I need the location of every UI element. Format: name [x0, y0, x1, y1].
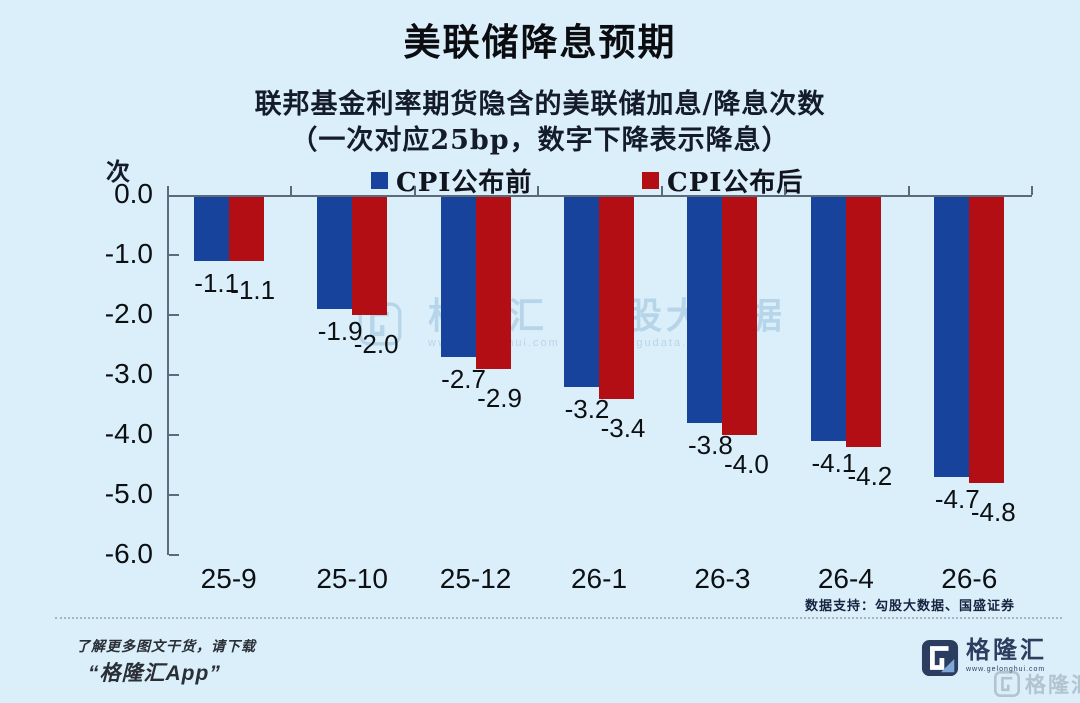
- bar-value-label-before-cpi: -4.7: [934, 484, 980, 514]
- x-axis-category-label: 26-1: [570, 563, 628, 594]
- bar-before-cpi: [934, 197, 970, 477]
- legend-item-before-cpi: CPI公布前: [371, 162, 532, 199]
- gelonghui-footer-logo: 格隆汇 www.gelonghui.com: [921, 639, 1047, 677]
- x-axis-tick: [660, 186, 663, 195]
- bar-value-label-before-cpi: -2.7: [441, 364, 486, 394]
- y-axis-tick-label: -2.0: [104, 298, 153, 329]
- corner-watermark-text: 格隆汇: [1025, 674, 1080, 697]
- bar-value-label-before-cpi: -3.8: [688, 430, 733, 460]
- corner-watermark: 格隆汇: [994, 669, 1080, 699]
- bar-after-cpi: [722, 197, 758, 435]
- bar-before-cpi: [564, 197, 599, 387]
- y-axis-tick-label: 0.0: [114, 178, 153, 209]
- legend-swatch-red: [642, 172, 659, 189]
- y-axis-tick: [169, 374, 179, 376]
- bar-after-cpi: [228, 197, 264, 261]
- gelonghui-logo-icon: [921, 639, 959, 677]
- bar-value-label-after-cpi: -4.8: [970, 497, 1016, 527]
- y-axis-tick: [169, 314, 179, 316]
- bar-after-cpi: [599, 197, 634, 399]
- bar-after-cpi: [475, 197, 511, 369]
- bar-after-cpi: [352, 197, 388, 315]
- legend-item-after-cpi: CPI公布后: [642, 162, 803, 199]
- footer-logo-name: 格隆汇: [966, 637, 1047, 664]
- corner-watermark-logo-icon: [994, 671, 1020, 697]
- x-axis-tick: [1031, 186, 1033, 195]
- bar-value-label-after-cpi: -3.4: [600, 413, 646, 443]
- dotted-separator: [55, 617, 1062, 619]
- y-axis-tick-label: -4.0: [104, 418, 153, 449]
- x-axis-category-label: 26-3: [694, 563, 751, 594]
- bar-after-cpi: [969, 197, 1005, 483]
- x-axis-category-label: 25-9: [200, 563, 257, 594]
- x-axis-category-label: 26-4: [817, 563, 874, 594]
- bar-before-cpi: [317, 197, 353, 309]
- y-axis-tick: [169, 554, 179, 556]
- y-axis-tick-label: -3.0: [104, 358, 153, 389]
- bar-before-cpi: [193, 197, 229, 261]
- bar-after-cpi: [845, 197, 881, 447]
- bar-before-cpi: [810, 197, 846, 441]
- y-axis-tick: [169, 494, 179, 496]
- bar-value-label-after-cpi: -4.2: [847, 461, 893, 491]
- bar-value-label-before-cpi: -1.1: [194, 268, 240, 298]
- x-axis-tick: [784, 186, 787, 195]
- y-axis-tick-label: -1.0: [104, 238, 153, 269]
- watermark-data-url: www.gogudata.com: [585, 337, 714, 349]
- bar-value-label-after-cpi: -1.1: [230, 275, 276, 305]
- x-axis-tick: [290, 186, 293, 195]
- y-axis-tick-label: -5.0: [104, 478, 153, 509]
- legend-label-before-cpi: CPI公布前: [396, 168, 533, 198]
- data-source-note: 数据支持：勾股大数据、国盛证券: [804, 598, 1015, 613]
- x-axis-zero-line: [167, 195, 1032, 197]
- promo-text-line1: 了解更多图文干货，请下载: [76, 638, 256, 654]
- promo-text-line2: “格隆汇App”: [88, 662, 221, 685]
- footer-logo-url: www.gelonghui.com: [966, 666, 1046, 673]
- x-axis-tick: [413, 186, 416, 195]
- bar-value-label-after-cpi: -2.9: [477, 383, 522, 413]
- y-axis-tick: [169, 254, 179, 256]
- bar-value-label-before-cpi: -4.1: [811, 448, 857, 478]
- bar-before-cpi: [440, 197, 476, 357]
- x-axis-category-label: 25-12: [439, 563, 512, 594]
- y-axis-tick-label: -6.0: [104, 538, 153, 569]
- bar-value-label-before-cpi: -3.2: [564, 394, 610, 424]
- bar-value-label-after-cpi: -2.0: [353, 329, 399, 359]
- x-axis-tick: [167, 186, 169, 195]
- x-axis-category-label: 25-10: [316, 563, 388, 594]
- y-axis-tick: [169, 434, 179, 436]
- legend-label-after-cpi: CPI公布后: [667, 168, 804, 198]
- chart-subtitle-line1: 联邦基金利率期货隐含的美联储加息/降息次数: [254, 89, 826, 120]
- page-title: 美联储降息预期: [403, 22, 677, 63]
- x-axis-tick: [907, 186, 910, 195]
- legend-swatch-blue: [371, 172, 388, 189]
- bar-value-label-before-cpi: -1.9: [317, 316, 363, 346]
- bar-value-label-after-cpi: -4.0: [724, 449, 769, 479]
- x-axis-category-label: 26-6: [941, 563, 998, 594]
- x-axis-tick: [537, 186, 540, 195]
- bar-before-cpi: [687, 197, 723, 423]
- y-axis-unit-label: 次: [106, 157, 130, 186]
- y-axis-line: [167, 195, 169, 555]
- chart-subtitle-line2: （一次对应25bp，数字下降表示降息）: [290, 125, 790, 156]
